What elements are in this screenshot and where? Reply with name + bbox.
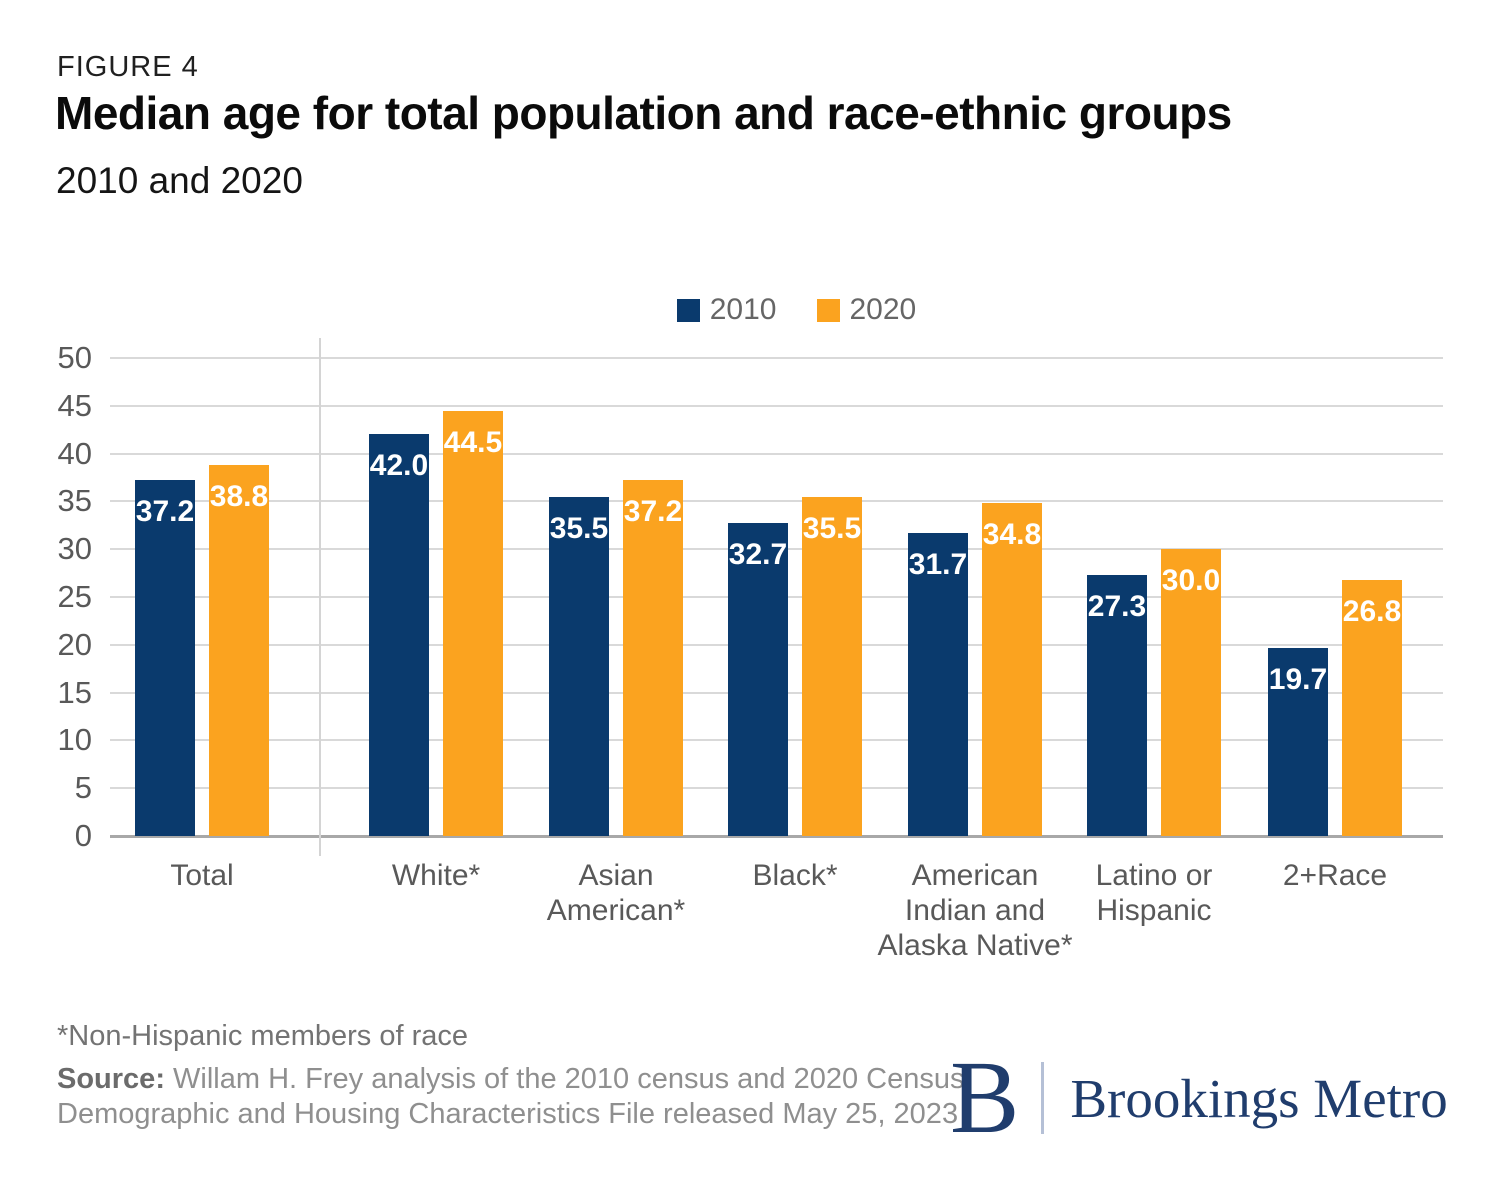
- bar-value-label-2010-2+Race: 19.7: [1268, 663, 1328, 696]
- bar-2020-American Indian and Alaska Native*: 34.8: [982, 503, 1042, 836]
- bar-2010-Total: 37.2: [135, 480, 195, 836]
- y-tick-label-20: 20: [57, 626, 92, 662]
- legend-swatch-2020: [816, 298, 840, 322]
- bar-value-label-2010-Black*: 32.7: [728, 538, 788, 571]
- gridline-45: [110, 404, 1443, 407]
- category-label-Total: Total: [170, 859, 234, 892]
- bar-2010-Latino or Hispanic: 27.3: [1087, 575, 1147, 836]
- legend-label-2020: 2020: [849, 293, 917, 326]
- legend-item-2020: 2020: [816, 293, 917, 327]
- bar-value-label-2020-Latino or Hispanic: 30.0: [1161, 564, 1221, 597]
- y-tick-label-5: 5: [74, 770, 92, 806]
- source-label: Source:: [57, 1063, 165, 1095]
- x-axis-category-labels: Total White* Asian American* Black* American I…: [110, 858, 1443, 988]
- bar-2010-American Indian and Alaska Native*: 31.7: [908, 533, 968, 836]
- y-tick-label-30: 30: [57, 531, 92, 567]
- bar-group-White*: 42.0 44.5: [369, 358, 503, 836]
- y-tick-label-25: 25: [57, 579, 92, 614]
- gridline-40: [110, 452, 1443, 455]
- bar-value-label-2020-American Indian and Alaska Native*: 34.8: [982, 518, 1042, 551]
- bar-2020-Black*: 35.5: [802, 497, 862, 836]
- bar-2010-Black*: 32.7: [728, 523, 788, 836]
- bar-2020-Asian American*: 37.2: [623, 480, 683, 836]
- source-text-1: Willam H. Frey analysis of the 2010 cens…: [164, 1063, 965, 1095]
- brookings-b-monogram: B: [950, 1040, 1020, 1155]
- brookings-metro-logo: B Brookings Metro: [950, 1040, 1448, 1155]
- x-axis-baseline: [110, 835, 1443, 838]
- bar-value-label-2010-White*: 42.0: [369, 449, 429, 482]
- footnote-asterisk-note: *Non-Hispanic members of race: [57, 1020, 468, 1052]
- bar-value-label-2010-Total: 37.2: [135, 495, 195, 528]
- bar-value-label-2010-American Indian and Alaska Native*: 31.7: [908, 548, 968, 581]
- chart-subtitle: 2010 and 2020: [56, 160, 303, 201]
- source-note: Source: Willam H. Frey analysis of the 2…: [57, 1062, 965, 1132]
- category-label-American Indian and Alaska Native*: American Indian and Alaska Native*: [877, 859, 1073, 962]
- category-label-2+Race: 2+Race: [1282, 859, 1388, 892]
- total-vs-groups-separator-line: [319, 338, 321, 856]
- bar-2020-Latino or Hispanic: 30.0: [1161, 549, 1221, 836]
- bar-value-label-2020-2+Race: 26.8: [1342, 595, 1402, 628]
- source-text-2: Demographic and Housing Characteristics …: [57, 1098, 959, 1130]
- legend-label-2010: 2010: [709, 293, 777, 326]
- gridline-35: [110, 500, 1443, 503]
- brookings-metro-wordmark: Brookings Metro: [1070, 1067, 1448, 1129]
- bar-value-label-2010-Asian American*: 35.5: [549, 512, 609, 545]
- category-label-Latino or Hispanic: Latino or Hispanic: [1095, 859, 1213, 927]
- legend-swatch-2010: [676, 298, 700, 322]
- legend-item-2010: 2010: [676, 293, 777, 327]
- bar-2020-White*: 44.5: [443, 411, 503, 836]
- y-tick-label-40: 40: [57, 435, 92, 471]
- y-tick-label-50: 50: [57, 340, 92, 375]
- y-tick-label-35: 35: [57, 483, 92, 519]
- bar-value-label-2020-White*: 44.5: [443, 426, 503, 459]
- category-label-Asian American*: Asian American*: [546, 859, 686, 927]
- bar-group-Latino or Hispanic: 27.3 30.0: [1087, 358, 1221, 836]
- bar-2020-2+Race: 26.8: [1342, 580, 1402, 836]
- y-tick-label-15: 15: [57, 674, 92, 710]
- bar-group-Black*: 32.7 35.5: [728, 358, 862, 836]
- gridline-50: [110, 357, 1443, 359]
- category-label-White*: White*: [391, 859, 481, 892]
- bar-2010-Asian American*: 35.5: [549, 497, 609, 836]
- bar-value-label-2020-Total: 38.8: [209, 480, 269, 513]
- source-line-1: Source: Willam H. Frey analysis of the 2…: [57, 1062, 965, 1097]
- chart-title: Median age for total population and race…: [55, 87, 1232, 139]
- figure-number-label: FIGURE 4: [57, 51, 199, 83]
- bar-group-Asian American*: 35.5 37.2: [549, 358, 683, 836]
- bar-value-label-2020-Asian American*: 37.2: [623, 495, 683, 528]
- bar-2010-2+Race: 19.7: [1268, 648, 1328, 836]
- y-tick-label-0: 0: [74, 818, 92, 853]
- bar-value-label-2010-Latino or Hispanic: 27.3: [1087, 590, 1147, 623]
- bar-chart-plot-area: 0 5 10 15 20 25 30 35 40 45 50 37.2 38.8 42.0 44.5 35.5…: [58, 338, 1443, 856]
- bar-2010-White*: 42.0: [369, 434, 429, 836]
- category-label-Black*: Black*: [752, 859, 838, 892]
- chart-legend: 2010 2020: [130, 293, 1463, 327]
- bar-value-label-2020-Black*: 35.5: [802, 512, 862, 545]
- bar-group-2+Race: 19.7 26.8: [1268, 358, 1402, 836]
- bar-group-American Indian and Alaska Native*: 31.7 34.8: [908, 358, 1042, 836]
- bar-2020-Total: 38.8: [209, 465, 269, 836]
- y-tick-label-10: 10: [57, 722, 92, 758]
- bar-group-Total: 37.2 38.8: [135, 358, 269, 836]
- logo-divider-line: [1041, 1062, 1045, 1134]
- y-tick-label-45: 45: [57, 387, 92, 423]
